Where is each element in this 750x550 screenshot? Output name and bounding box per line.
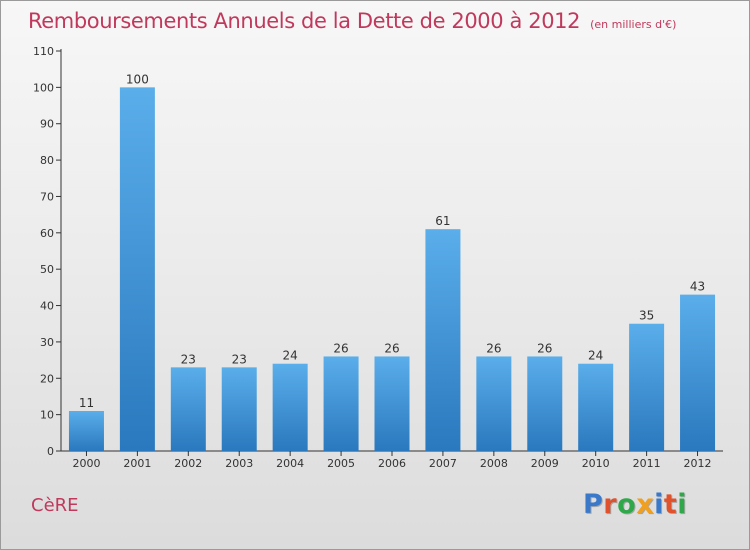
y-tick-label: 80 (40, 154, 54, 167)
y-tick-label: 70 (40, 190, 54, 203)
bar (527, 356, 563, 451)
x-tick-label: 2012 (684, 457, 712, 470)
y-tick-label: 100 (33, 81, 54, 94)
chart-unit: (en milliers d'€) (590, 18, 677, 31)
bar (68, 411, 104, 451)
x-tick-label: 2000 (72, 457, 100, 470)
x-tick-label: 2004 (276, 457, 304, 470)
data-label: 23 (181, 352, 196, 366)
logo-letter: x (636, 489, 655, 520)
y-tick-label: 0 (47, 445, 54, 458)
data-label: 26 (384, 341, 399, 355)
y-tick-label: 90 (40, 118, 54, 131)
bar (323, 356, 359, 451)
bar (425, 229, 461, 451)
x-tick-label: 2010 (582, 457, 610, 470)
data-label: 24 (283, 349, 298, 363)
x-tick-label: 2009 (531, 457, 559, 470)
data-label: 100 (126, 72, 149, 86)
bar (476, 356, 512, 451)
x-tick-label: 2008 (480, 457, 508, 470)
y-tick-label: 30 (40, 336, 54, 349)
x-tick-label: 2002 (174, 457, 202, 470)
bar (272, 363, 308, 451)
bar (680, 294, 716, 451)
chart-title-text: Remboursements Annuels de la Dette de 20… (28, 9, 581, 33)
bar (374, 356, 410, 451)
logo-letter: t (663, 489, 678, 520)
data-label: 43 (690, 280, 705, 294)
bars (68, 87, 716, 451)
logo-letter: r (603, 489, 618, 520)
proxiti-logo: Proxiti (583, 489, 687, 520)
x-tick-label: 2003 (225, 457, 253, 470)
axes: 0 10 20 30 40 50 60 70 80 90 100 110 2000 2001 2002 200… (33, 45, 723, 470)
bar (221, 367, 257, 451)
y-tick-label: 40 (40, 300, 54, 313)
bar (629, 323, 665, 451)
data-label: 26 (537, 341, 552, 355)
x-tick-label: 2011 (633, 457, 661, 470)
bar (578, 363, 614, 451)
y-tick-label: 50 (40, 263, 54, 276)
data-label: 26 (486, 341, 501, 355)
logo-letter: i (677, 489, 688, 520)
y-tick-label: 10 (40, 409, 54, 422)
y-tick-label: 20 (40, 372, 54, 385)
x-tick-label: 2005 (327, 457, 355, 470)
data-label: 11 (79, 396, 94, 410)
labels: 11 100 23 23 24 26 26 61 26 26 24 35 43 (79, 72, 705, 410)
data-label: 24 (588, 349, 603, 363)
x-tick-label: 2007 (429, 457, 457, 470)
bar (170, 367, 206, 451)
chart-title: Remboursements Annuels de la Dette de 20… (28, 9, 676, 33)
logo-letter: o (617, 489, 637, 520)
x-tick-label: 2001 (123, 457, 151, 470)
logo-letter: i (654, 489, 664, 520)
logo-letter: P (583, 489, 604, 520)
data-label: 26 (333, 341, 348, 355)
data-label: 61 (435, 214, 450, 228)
data-label: 23 (232, 352, 247, 366)
x-tick-label: 2006 (378, 457, 406, 470)
bar (119, 87, 155, 451)
y-tick-label: 60 (40, 227, 54, 240)
data-label: 35 (639, 309, 654, 323)
y-tick-label: 110 (33, 45, 54, 58)
place-name: CèRE (31, 495, 79, 516)
